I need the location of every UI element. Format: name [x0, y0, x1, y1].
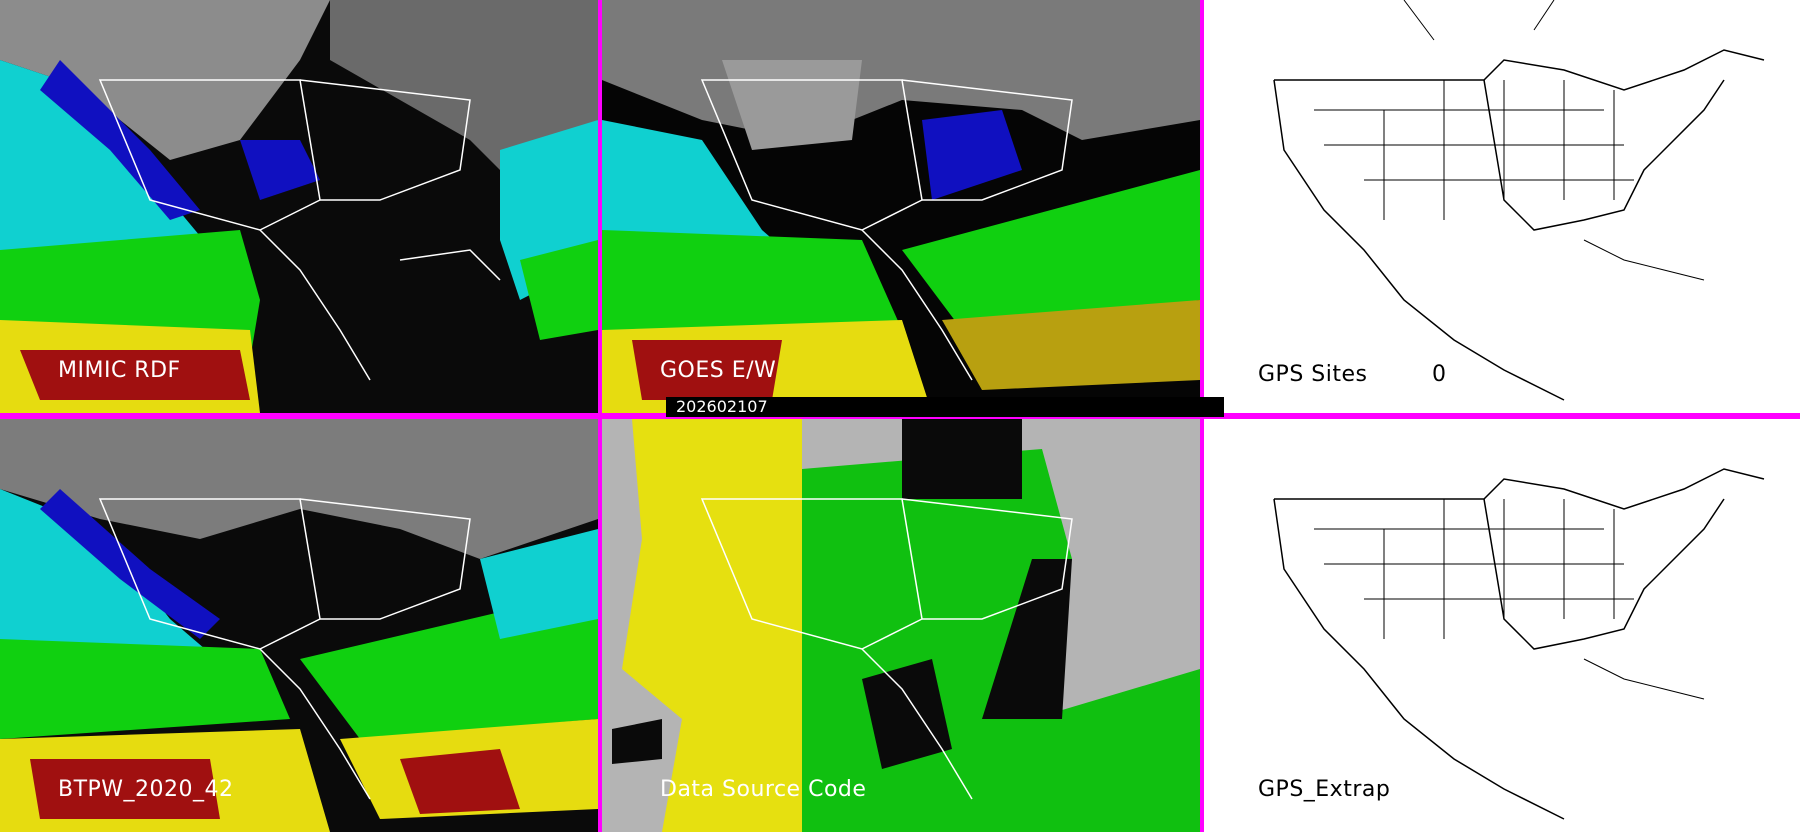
btpw-map-image	[0, 419, 598, 832]
map-panel-goes-ew: GOES E/W	[602, 0, 1200, 413]
panel-label: GPS_Extrap	[1258, 777, 1391, 802]
panel-label: Data Source Code	[660, 777, 867, 802]
gps-sites-map-image	[1204, 0, 1800, 413]
mimic-rdf-map-image	[0, 0, 598, 413]
timestamp-bar: 202602107	[666, 397, 1224, 417]
panel-label: BTPW_2020_42	[58, 777, 234, 802]
data-source-code-map-image	[602, 419, 1200, 832]
panel-label: GOES E/W	[660, 358, 777, 383]
map-panel-btpw: BTPW_2020_42	[0, 419, 598, 832]
map-panel-gps-sites: GPS Sites 0	[1204, 0, 1800, 413]
map-panel-mimic-rdf: MIMIC RDF	[0, 0, 598, 413]
panel-label: MIMIC RDF	[58, 358, 181, 383]
goes-ew-map-image	[602, 0, 1200, 413]
gps-site-count: 0	[1432, 362, 1447, 387]
map-panel-data-source-code: Data Source Code	[602, 419, 1200, 832]
gps-extrap-map-image	[1204, 419, 1800, 832]
map-panel-gps-extrap: GPS_Extrap	[1204, 419, 1800, 832]
panel-label: GPS Sites	[1258, 362, 1368, 387]
